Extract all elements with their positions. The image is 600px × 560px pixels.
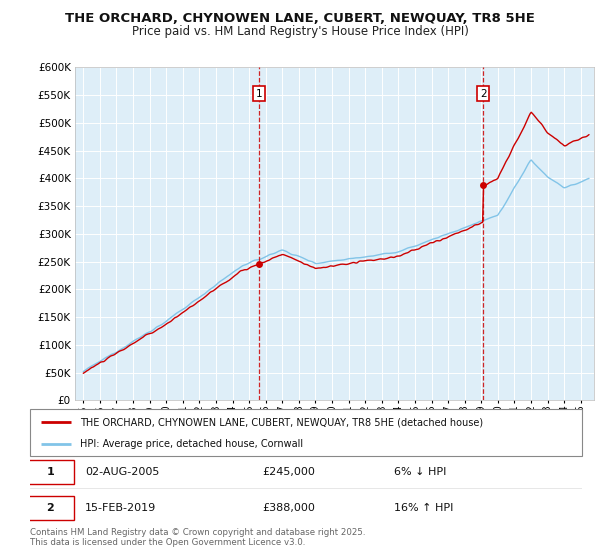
Text: HPI: Average price, detached house, Cornwall: HPI: Average price, detached house, Corn… bbox=[80, 439, 303, 449]
FancyBboxPatch shape bbox=[27, 496, 74, 520]
Text: 2: 2 bbox=[47, 503, 54, 513]
Text: £388,000: £388,000 bbox=[262, 503, 315, 513]
Text: 16% ↑ HPI: 16% ↑ HPI bbox=[394, 503, 454, 513]
Text: 2: 2 bbox=[480, 89, 487, 99]
Text: 1: 1 bbox=[256, 89, 262, 99]
Text: 15-FEB-2019: 15-FEB-2019 bbox=[85, 503, 157, 513]
FancyBboxPatch shape bbox=[27, 460, 74, 484]
Text: 02-AUG-2005: 02-AUG-2005 bbox=[85, 467, 160, 477]
Text: 1: 1 bbox=[47, 467, 54, 477]
Text: THE ORCHARD, CHYNOWEN LANE, CUBERT, NEWQUAY, TR8 5HE: THE ORCHARD, CHYNOWEN LANE, CUBERT, NEWQ… bbox=[65, 12, 535, 25]
Text: Contains HM Land Registry data © Crown copyright and database right 2025.
This d: Contains HM Land Registry data © Crown c… bbox=[30, 528, 365, 547]
Text: £245,000: £245,000 bbox=[262, 467, 315, 477]
FancyBboxPatch shape bbox=[30, 409, 582, 456]
Text: THE ORCHARD, CHYNOWEN LANE, CUBERT, NEWQUAY, TR8 5HE (detached house): THE ORCHARD, CHYNOWEN LANE, CUBERT, NEWQ… bbox=[80, 417, 483, 427]
Text: Price paid vs. HM Land Registry's House Price Index (HPI): Price paid vs. HM Land Registry's House … bbox=[131, 25, 469, 38]
Text: 6% ↓ HPI: 6% ↓ HPI bbox=[394, 467, 446, 477]
